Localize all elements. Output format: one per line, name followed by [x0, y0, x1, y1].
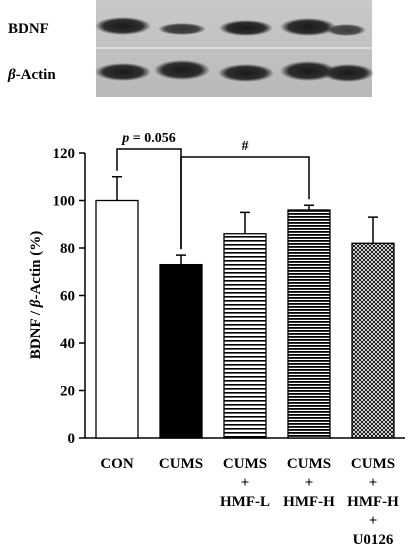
bar	[223, 233, 267, 439]
actin-band-5	[322, 64, 374, 82]
bar	[95, 199, 139, 439]
actin-band-1	[95, 63, 151, 81]
actin-band-2	[154, 60, 210, 80]
bdnf-band-3	[219, 20, 273, 36]
x-category-label: CUMS + HMF-H	[283, 456, 335, 510]
y-tick-label: 120	[53, 146, 76, 162]
bars	[95, 199, 395, 439]
x-category-label: CUMS + HMF-H + U0126	[347, 456, 399, 548]
x-category-label: CON	[100, 456, 134, 472]
bdnf-band-5	[326, 24, 366, 36]
bdnf-band-4	[280, 18, 336, 36]
y-tick-label: 40	[60, 336, 75, 352]
bar	[351, 242, 395, 439]
x-category-label: CUMS + HMF-L	[220, 456, 270, 510]
y-tick-label: 20	[60, 384, 75, 400]
x-category-label: CUMS	[159, 456, 203, 472]
significance-bracket: #	[180, 139, 310, 250]
error-bar	[304, 204, 314, 210]
error-bar	[176, 254, 186, 265]
bdnf-band-1	[95, 17, 151, 35]
significance-annotations: p = 0.056 #	[116, 131, 310, 250]
bar	[287, 209, 331, 439]
y-tick-label: 100	[53, 194, 76, 210]
bar	[159, 263, 203, 439]
western-blot: BDNF β-Actin	[7, 0, 374, 97]
error-bar	[240, 211, 250, 234]
bdnf-bands	[95, 17, 366, 36]
y-tick-label: 0	[68, 431, 76, 447]
bdnf-band-2	[158, 23, 206, 35]
y-axis-ticks: 0 20 40 60 80 100 120	[53, 146, 85, 447]
error-bar	[368, 216, 378, 244]
actin-band-3	[218, 64, 274, 82]
bracket-line	[180, 156, 310, 250]
bar-chart: BDNF / β-Actin (%) 0 20 40 60 80 100 120 p = 0…	[28, 131, 405, 548]
bdnf-row-label: BDNF	[8, 21, 49, 37]
bracket-label: p = 0.056	[121, 131, 175, 146]
actin-band-4	[280, 61, 336, 81]
y-axis-label: BDNF / β-Actin (%)	[28, 231, 44, 359]
error-bars	[112, 176, 378, 265]
actin-row-label: β-Actin	[7, 67, 56, 83]
actin-bands	[95, 60, 374, 82]
y-tick-label: 60	[60, 289, 75, 305]
bracket-label: #	[242, 139, 249, 154]
y-tick-label: 80	[60, 241, 75, 257]
error-bar	[112, 176, 122, 201]
